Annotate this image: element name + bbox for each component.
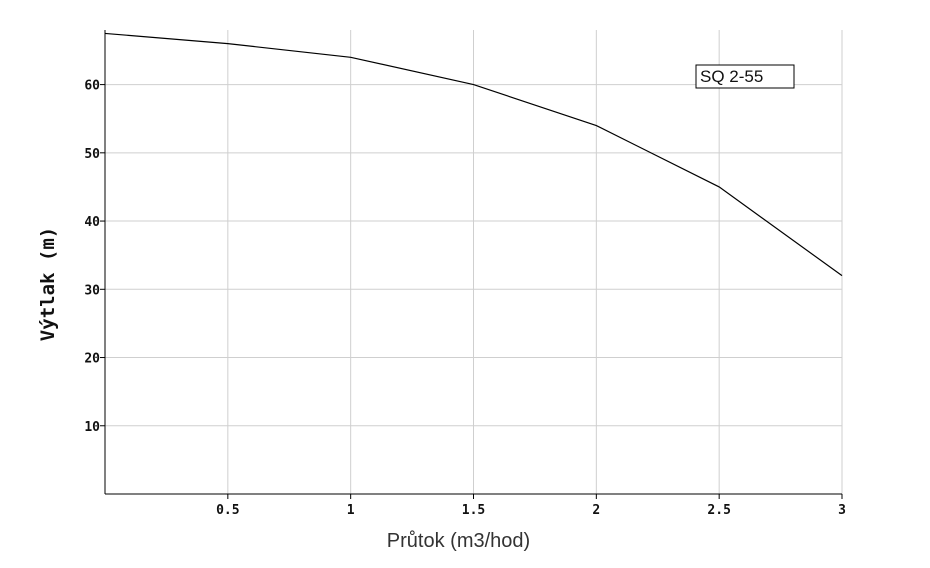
y-tick-label: 20	[84, 352, 100, 367]
x-axis-label: Průtok (m3/hod)	[387, 530, 530, 552]
x-tick-label: 2	[592, 503, 600, 518]
series-line	[104, 32, 843, 277]
y-tick-label: 50	[84, 147, 100, 162]
y-tick-label: 10	[84, 420, 100, 435]
legend-label: SQ 2-55	[700, 67, 763, 86]
x-tick-label: 2.5	[707, 503, 730, 518]
grid	[105, 30, 843, 494]
y-axis-ticks: 10 20 30 40 50 60	[84, 79, 105, 435]
x-tick-label: 1	[347, 503, 355, 518]
x-tick-label: 3	[838, 503, 846, 518]
y-tick-label: 60	[84, 79, 100, 94]
x-tick-label: 1.5	[462, 503, 485, 518]
y-tick-label: 30	[84, 283, 100, 298]
x-tick-label: 0.5	[216, 503, 239, 518]
legend: SQ 2-55	[695, 64, 795, 89]
y-tick-label: 40	[84, 215, 100, 230]
series-layer	[104, 32, 843, 277]
legend-box	[695, 64, 795, 89]
y-axis-label: Výtlak (m)	[37, 227, 59, 341]
x-axis-ticks: 0.5 1 1.5 2 2.5 3	[216, 494, 846, 518]
